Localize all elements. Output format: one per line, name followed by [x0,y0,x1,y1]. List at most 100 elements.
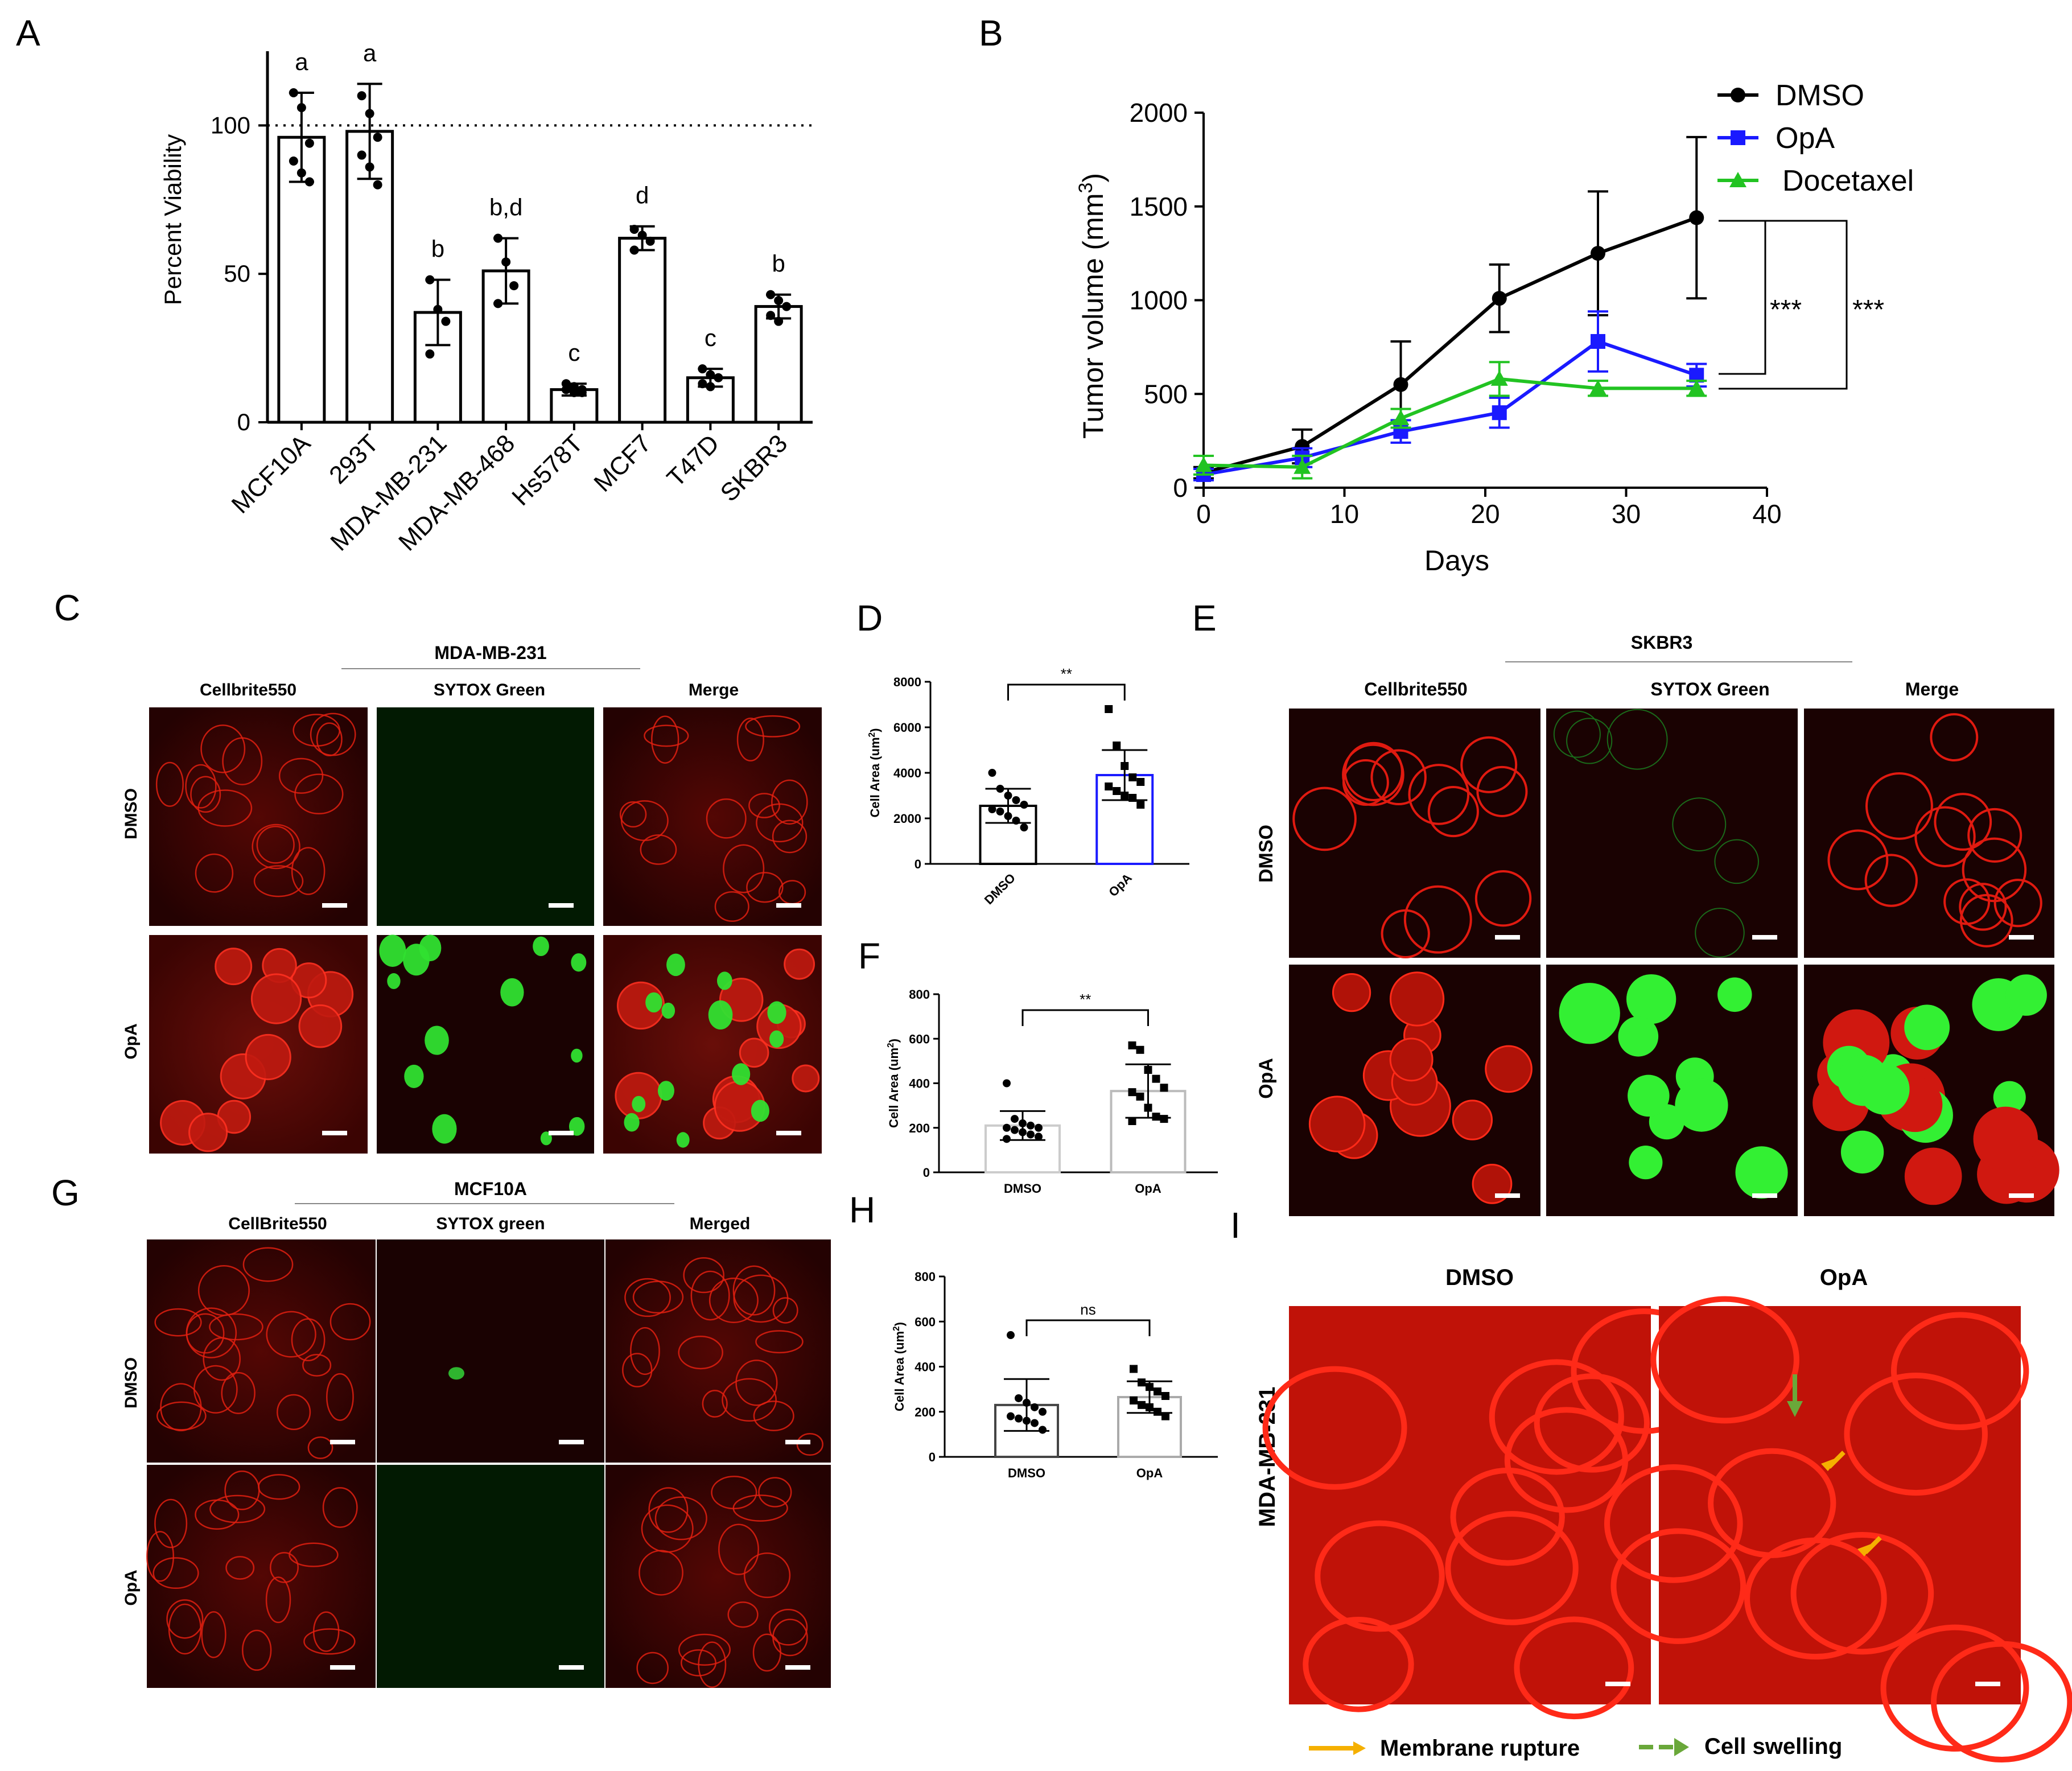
x-tick-label: 293T [324,429,384,489]
data-point [766,290,776,299]
cell-membrane [252,823,300,870]
legend-label: OpA [1776,122,1835,155]
significance-bracket [1007,683,1126,701]
data-point [1492,291,1507,306]
x-tick-label: 10 [1330,499,1359,529]
panel-g: G MCF10A CellBrite550 SYTOX green Merged… [51,1172,831,1688]
cell-membrane [743,1552,791,1599]
data-point [1015,1414,1023,1423]
cell-membrane [1959,883,2007,931]
y-tick-label: 600 [909,1032,930,1046]
cell [1389,971,1445,1027]
data-point [1128,1041,1136,1049]
scale-bar [330,1665,355,1670]
cell-membrane [622,1353,653,1387]
cell-membrane [630,1327,660,1375]
nucleus [645,992,662,1013]
cell-membrane [265,1576,291,1624]
panel-letter-c: C [54,587,80,628]
x-tick-label: Hs578T [506,429,588,511]
cell-membrane [758,1477,792,1508]
cell-membrane [154,1308,202,1337]
cell-membrane [735,1360,778,1406]
chart-d: 0 2000 4000 6000 8000 Cell Area (um2) DMSO OpA *… [867,665,1189,907]
cell-membrane [225,1556,255,1580]
data-point [1007,1331,1015,1340]
legend-marker [1731,88,1745,102]
cell-membrane [278,757,324,794]
cell-membrane [253,865,304,897]
cell-membrane [291,847,326,895]
cell-membrane [166,1599,204,1639]
scale-bar [776,1131,801,1135]
panel-g-col-2: SYTOX green [436,1214,545,1233]
cell-membrane [1914,806,1976,867]
series-line-dmso [1203,216,1698,475]
panel-c-row-2: OpA [122,1023,141,1059]
scale-bar [785,1440,810,1444]
cell-membrane [1370,749,1427,806]
g-opa-sytox [377,1465,604,1688]
cell-membrane [222,737,263,785]
panel-h: H 0 200 400 600 800 Cell Area (um2) DMSO OpA ns [849,1189,1218,1480]
data-point [1161,1412,1169,1420]
panel-c-row-1: DMSO [122,788,141,839]
cell-membrane [312,1611,340,1652]
cell-membrane [1504,1407,1629,1513]
cell-membrane [1993,879,2042,928]
nucleus [657,1081,674,1101]
nucleus [1993,1081,2026,1114]
data-point [561,385,571,394]
data-point [357,150,366,160]
data-point [1031,1419,1039,1427]
y-tick-label: 0 [237,409,250,435]
e-dmso-merge [1804,709,2054,958]
cell-membrane [154,1498,188,1548]
panel-letter-i: I [1230,1205,1241,1246]
cell-membrane [242,1247,294,1282]
scale-bar [1752,1193,1777,1198]
legend-label: Docetaxel [1782,164,1914,197]
cell-membrane [636,1651,669,1684]
cell [1308,1095,1366,1152]
data-point [441,316,451,326]
cell-membrane [186,1307,237,1358]
data-point [373,180,382,190]
cell-membrane [727,1601,759,1628]
x-tick-label: 40 [1752,499,1781,529]
significance-bracket [1025,1319,1151,1336]
data-point [706,370,715,380]
cell-membrane [156,1401,207,1431]
tile-background-bright [1659,1306,2021,1704]
significance-label: *** [1852,295,1884,325]
y-tick-label: 800 [915,1270,936,1284]
cell-membrane [1827,829,1889,891]
cell [1452,1099,1493,1140]
significance-label: ** [1080,991,1091,1008]
data-point [1012,817,1020,825]
panel-g-col-1: CellBrite550 [228,1214,327,1233]
cell-membrane [1790,1532,1934,1655]
y-axis-label: Cell Area (um2) [892,1322,907,1411]
cell-membrane [307,1436,333,1459]
y-tick-label: 50 [224,260,250,287]
cell-membrane [1864,854,1918,907]
nucleus [1904,1004,1950,1051]
data-point [1039,1407,1047,1416]
nucleus [571,1048,583,1063]
panel-letter-h: H [849,1189,875,1230]
cell-membrane [748,793,780,818]
significance-bracket [1719,220,1848,390]
tile-background [1804,709,2054,958]
x-tick-label: 0 [1196,499,1211,529]
cell-membrane [197,789,253,827]
x-tick-label: DMSO [1004,1181,1041,1196]
data-point [1591,333,1605,349]
chart-a: 0 50 100 Percent Viability a MCF10A a 293T b MDA-… [159,39,813,557]
x-tick-label: 20 [1470,499,1500,529]
significance-letter: a [363,39,377,66]
cell-membrane [620,800,669,841]
data-point [365,162,374,172]
scale-bar [1752,935,1777,940]
nucleus [732,1063,751,1085]
